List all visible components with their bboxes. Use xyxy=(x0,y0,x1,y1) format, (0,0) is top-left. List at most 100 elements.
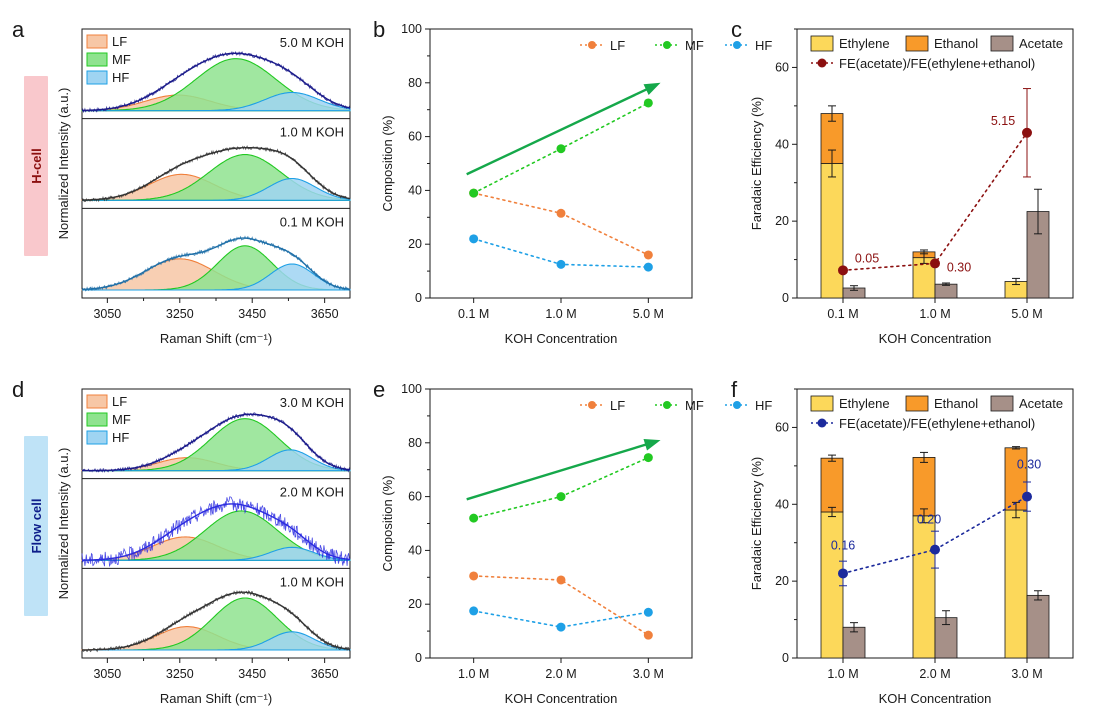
ratio-point xyxy=(838,265,848,276)
series-line-lf xyxy=(472,192,650,256)
spectrum-fit xyxy=(82,591,351,651)
legend-label-mf: MF xyxy=(685,398,704,413)
legend-marker-lf xyxy=(588,41,596,49)
chart-composition-flowcell: 0 20 40 60 80 100 1.0 M 2.0 M 3.0 M KOH Concentra… xyxy=(380,382,772,706)
y-axis-label: Normalized Intensity (a.u.) xyxy=(56,448,71,600)
x-tick-label: 2.0 M xyxy=(545,667,576,681)
series-point-lf xyxy=(556,575,566,585)
peak-hf xyxy=(82,91,351,112)
trend-arrow-line xyxy=(466,85,653,176)
legend-marker-mf xyxy=(663,401,671,409)
ratio-label: 0.16 xyxy=(831,538,855,552)
side-label-flowcell-bg xyxy=(24,436,48,616)
legend-label-hf: HF xyxy=(112,70,129,85)
x-tick-label: 3250 xyxy=(166,667,194,681)
ratio-point xyxy=(1022,127,1032,138)
y-tick-label: 40 xyxy=(775,137,789,151)
y-tick-label: 40 xyxy=(408,183,422,197)
spectrum-label: 2.0 M KOH xyxy=(280,485,344,500)
y-tick-label: 20 xyxy=(775,574,789,588)
ratio-line xyxy=(842,495,1028,575)
y-tick-label: 60 xyxy=(775,60,789,74)
y-tick-label: 60 xyxy=(408,490,422,504)
chart-fe-flowcell: 0 20 40 60 1.0 M 2.0 M 3.0 M KOH Concentration F… xyxy=(749,388,1074,706)
peak-hf xyxy=(82,177,351,201)
legend-swatch-hf xyxy=(86,70,108,85)
series-point-hf xyxy=(556,622,566,632)
legend-label-ethanol: Ethanol xyxy=(934,396,978,411)
legend-swatch-acetate xyxy=(990,35,1014,52)
x-tick-label: 1.0 M xyxy=(545,307,576,321)
x-tick-label: 5.0 M xyxy=(1011,307,1042,321)
series-line-lf xyxy=(472,575,650,636)
x-tick-label: 3650 xyxy=(311,307,339,321)
legend-marker-hf xyxy=(733,401,741,409)
y-tick-label: 20 xyxy=(408,597,422,611)
spectrum-fit xyxy=(82,147,351,201)
chart-fe-hcell: 0 20 40 60 0.1 M 1.0 M 5.0 M KOH Concentration F… xyxy=(749,28,1074,346)
x-tick-label: 5.0 M xyxy=(633,307,664,321)
y-axis-label: Composition (%) xyxy=(380,475,395,571)
x-axis-label: Raman Shift (cm⁻¹) xyxy=(160,331,272,346)
series-point-mf xyxy=(556,144,566,154)
trend-arrow-head xyxy=(643,439,661,451)
ratio-label: 0.30 xyxy=(1017,458,1041,472)
y-tick-label: 0 xyxy=(782,291,789,305)
panel-label-e: e xyxy=(373,377,385,402)
spectrum-fit xyxy=(82,52,351,112)
bar-acetate xyxy=(934,283,958,299)
ratio-point xyxy=(1022,491,1032,502)
panel-label-d: d xyxy=(12,377,24,402)
peak-hf xyxy=(82,263,351,291)
plot-frame xyxy=(429,28,693,299)
bar-ethanol xyxy=(820,457,844,513)
legend-label-lf: LF xyxy=(112,34,127,49)
y-axis-label: Normalized Intensity (a.u.) xyxy=(56,88,71,240)
legend-swatch-lf xyxy=(86,394,108,409)
y-axis-label: Faradaic Efficiency (%) xyxy=(749,457,764,590)
ratio-label: 5.15 xyxy=(991,114,1015,128)
x-tick-label: 0.1 M xyxy=(458,307,489,321)
ratio-label: 0.20 xyxy=(917,513,941,527)
y-tick-label: 80 xyxy=(408,76,422,90)
series-point-lf xyxy=(556,208,566,218)
legend-label-mf: MF xyxy=(112,412,131,427)
series-point-hf xyxy=(643,607,653,617)
bar-ethylene xyxy=(912,515,936,659)
spectrum-fit xyxy=(82,503,351,561)
x-tick-label: 3.0 M xyxy=(633,667,664,681)
legend-swatch-mf xyxy=(86,412,108,427)
series-point-mf xyxy=(469,513,479,523)
x-axis-label: Raman Shift (cm⁻¹) xyxy=(160,691,272,706)
spectrum-fit xyxy=(82,413,351,472)
series-point-lf xyxy=(469,571,479,581)
series-point-mf xyxy=(556,492,566,502)
bar-ethylene xyxy=(1004,509,1028,659)
legend-swatch-mf xyxy=(86,52,108,67)
legend-label-hf: HF xyxy=(755,38,772,53)
y-axis-label: Faradaic Efficiency (%) xyxy=(749,97,764,230)
peak-hf xyxy=(82,449,351,472)
legend-swatch-ethylene xyxy=(810,395,834,412)
ratio-label: 0.30 xyxy=(947,260,971,274)
legend-swatch-lf xyxy=(86,34,108,49)
side-label-flowcell-text: Flow cell xyxy=(29,499,44,554)
spectrum-label: 3.0 M KOH xyxy=(280,395,344,410)
series-point-mf xyxy=(643,98,653,108)
spectrum-label: 1.0 M KOH xyxy=(280,125,344,140)
legend-label-lf: LF xyxy=(610,38,625,53)
x-tick-label: 0.1 M xyxy=(827,307,858,321)
series-point-hf xyxy=(469,234,479,244)
legend-label-ethylene: Ethylene xyxy=(839,36,890,51)
legend-label-acetate: Acetate xyxy=(1019,396,1063,411)
legend-swatch-ethanol xyxy=(905,395,929,412)
legend-label-mf: MF xyxy=(685,38,704,53)
trend-arrow-line xyxy=(466,441,652,501)
series-point-hf xyxy=(643,262,653,272)
chart-raman-hcell: 3050 3250 3450 3650 Raman Shift (cm⁻¹) Normal… xyxy=(56,28,351,346)
y-tick-label: 60 xyxy=(775,420,789,434)
legend-marker-ratio xyxy=(817,418,827,428)
bar-ethanol xyxy=(912,457,936,517)
y-tick-label: 100 xyxy=(401,382,422,396)
y-tick-label: 0 xyxy=(415,291,422,305)
